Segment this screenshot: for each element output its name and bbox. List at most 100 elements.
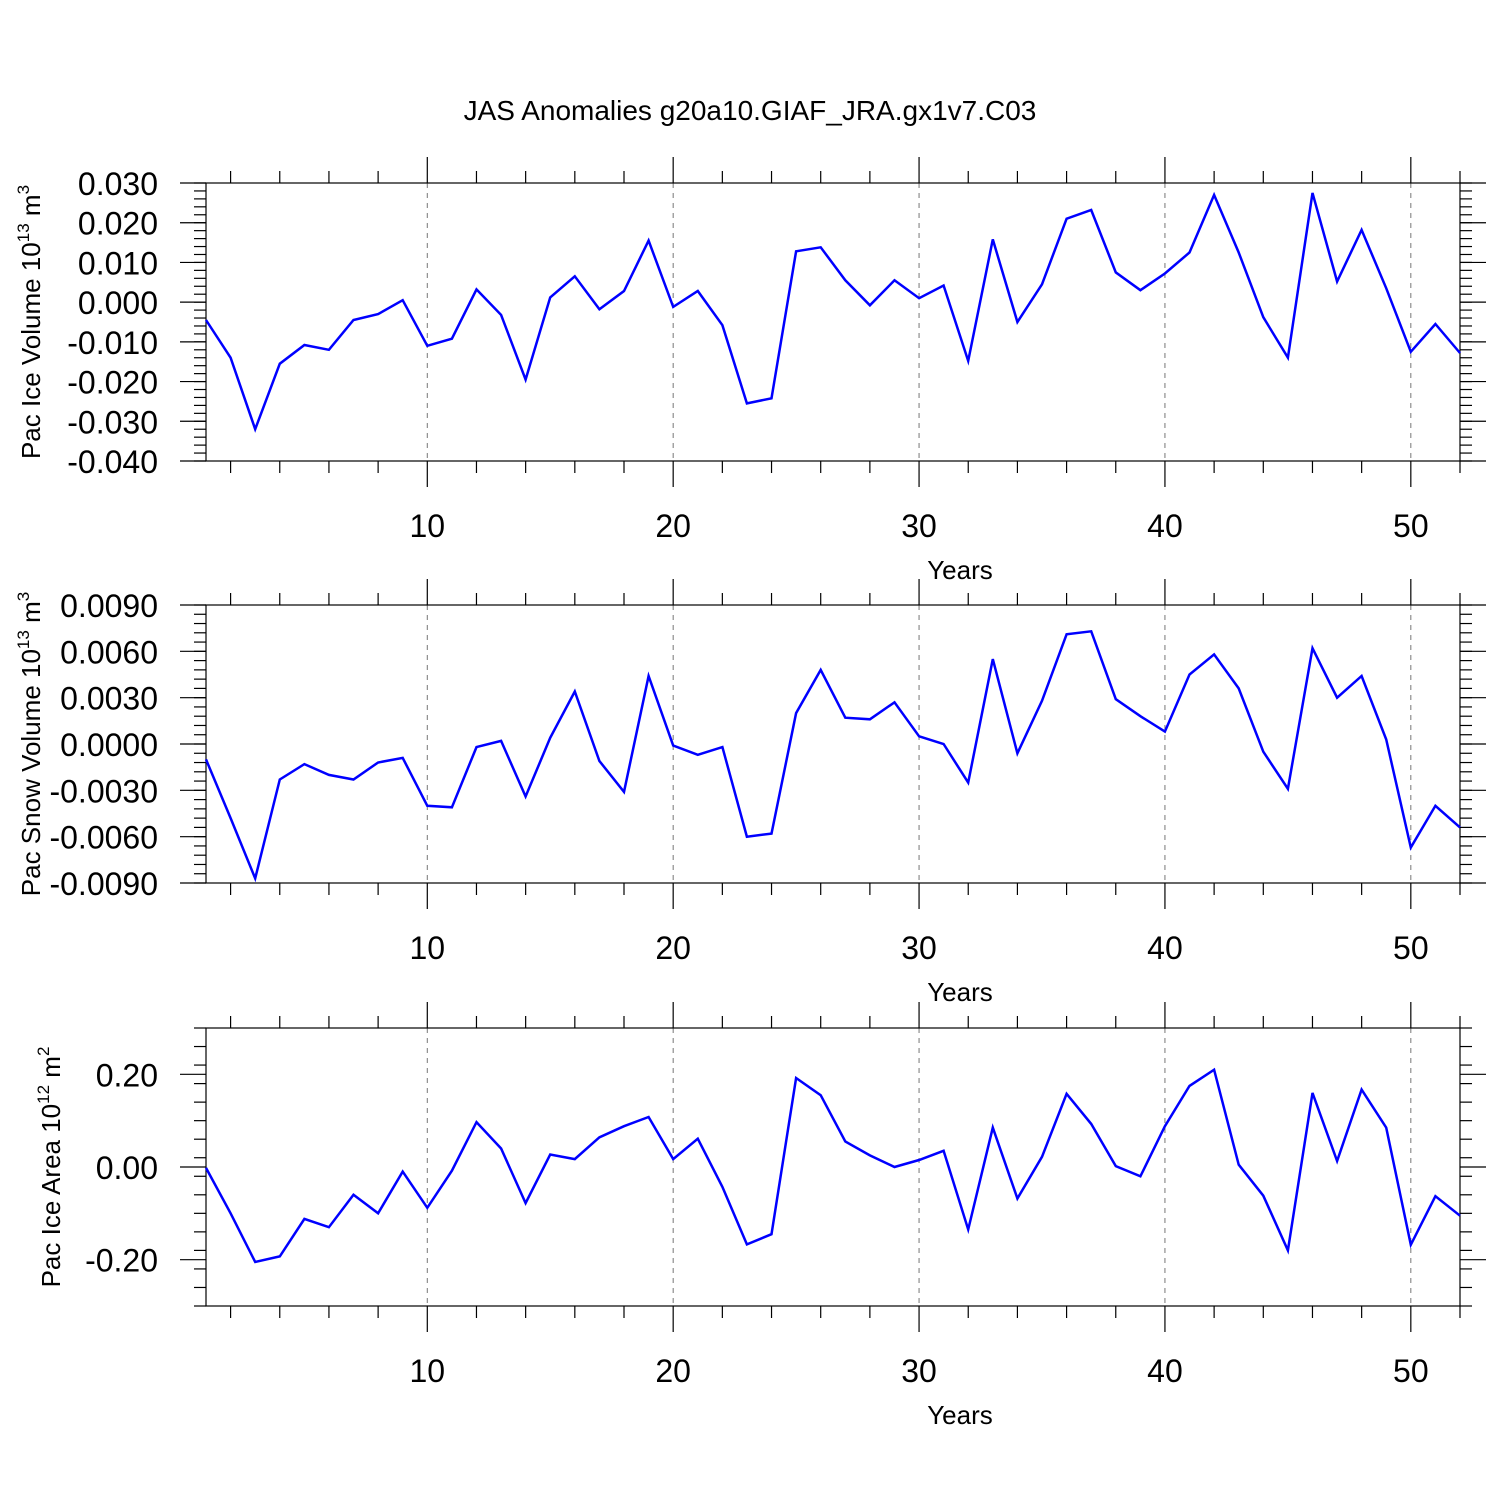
y-axis-title-main: Pac Snow Volume 10 bbox=[16, 649, 46, 896]
data-point bbox=[991, 657, 995, 661]
data-point bbox=[450, 337, 454, 341]
data-point bbox=[1089, 1122, 1093, 1126]
data-point bbox=[942, 742, 946, 746]
y-tick-label: 0.030 bbox=[78, 166, 158, 202]
y-tick-label: 0.0000 bbox=[60, 727, 158, 763]
data-point bbox=[597, 759, 601, 763]
data-point bbox=[1433, 804, 1437, 808]
y-axis-title-unit: m bbox=[16, 194, 46, 223]
data-point bbox=[819, 245, 823, 249]
y-tick-label: -0.0090 bbox=[49, 866, 158, 902]
data-point bbox=[524, 378, 528, 382]
data-point bbox=[597, 1135, 601, 1139]
y-tick-label: -0.010 bbox=[67, 325, 158, 361]
data-point bbox=[352, 778, 356, 782]
x-tick-label: 40 bbox=[1147, 930, 1183, 966]
x-tick-label: 30 bbox=[901, 1353, 937, 1389]
data-point bbox=[745, 401, 749, 405]
data-point bbox=[868, 717, 872, 721]
data-point bbox=[671, 305, 675, 309]
data-point bbox=[1089, 629, 1093, 633]
x-tick-label: 20 bbox=[655, 1353, 691, 1389]
data-point bbox=[352, 1193, 356, 1197]
data-point bbox=[499, 1146, 503, 1150]
data-point bbox=[720, 1185, 724, 1189]
data-point bbox=[376, 761, 380, 765]
y-tick-label: 0.000 bbox=[78, 285, 158, 321]
data-point bbox=[1138, 1174, 1142, 1178]
y-tick-label: 0.0030 bbox=[60, 681, 158, 717]
x-tick-label: 10 bbox=[409, 930, 445, 966]
data-point bbox=[917, 1158, 921, 1162]
data-point bbox=[1138, 714, 1142, 718]
y-tick-label: -0.030 bbox=[67, 404, 158, 440]
chart-title: JAS Anomalies g20a10.GIAF_JRA.gx1v7.C03 bbox=[464, 95, 1037, 126]
data-point bbox=[278, 1254, 282, 1258]
data-point bbox=[770, 832, 774, 836]
y-tick-label: 0.20 bbox=[96, 1057, 158, 1093]
data-point bbox=[474, 745, 478, 749]
data-point bbox=[1188, 1084, 1192, 1088]
x-tick-label: 10 bbox=[409, 1353, 445, 1389]
data-point bbox=[1310, 191, 1314, 195]
y-axis-title-exponent: 13 bbox=[14, 223, 33, 242]
y-tick-label: -0.0030 bbox=[49, 773, 158, 809]
series-line bbox=[204, 191, 1461, 433]
data-point bbox=[917, 296, 921, 300]
data-point bbox=[1261, 315, 1265, 319]
data-point bbox=[966, 781, 970, 785]
panel-pac-ice-volume: 10 20 30 40 50 -0.040 -0.030-0.020 -0.010 0.000 0… bbox=[14, 157, 1486, 585]
data-point bbox=[1015, 320, 1019, 324]
data-point bbox=[278, 362, 282, 366]
y-axis-title-unit-exponent: 2 bbox=[34, 1047, 53, 1056]
data-point bbox=[376, 312, 380, 316]
data-point bbox=[966, 1228, 970, 1232]
x-tick-label: 50 bbox=[1393, 1353, 1429, 1389]
data-point bbox=[499, 739, 503, 743]
data-point bbox=[1310, 646, 1314, 650]
data-point bbox=[1114, 270, 1118, 274]
y-tick-label: 0.0060 bbox=[60, 634, 158, 670]
y-axis-title: Pac Snow Volume 1013 m3 bbox=[14, 592, 46, 896]
x-axis-title: Years bbox=[927, 1400, 993, 1430]
data-point bbox=[1114, 697, 1118, 701]
data-point bbox=[1286, 356, 1290, 360]
data-point bbox=[401, 1170, 405, 1174]
data-point bbox=[1065, 1092, 1069, 1096]
data-point bbox=[892, 278, 896, 282]
data-point bbox=[991, 1126, 995, 1130]
data-point bbox=[1360, 674, 1364, 678]
plot-frame bbox=[205, 1027, 1461, 1307]
x-axis-title: Years bbox=[927, 555, 993, 585]
data-point bbox=[474, 287, 478, 291]
data-point bbox=[425, 1206, 429, 1210]
data-point bbox=[1409, 350, 1413, 354]
data-point bbox=[622, 790, 626, 794]
data-point bbox=[352, 318, 356, 322]
data-point bbox=[1433, 1194, 1437, 1198]
plot-frame bbox=[205, 604, 1461, 884]
data-point bbox=[720, 745, 724, 749]
data-point bbox=[1360, 1088, 1364, 1092]
data-point bbox=[647, 239, 651, 243]
data-point bbox=[253, 876, 257, 880]
x-tick-label: 30 bbox=[901, 508, 937, 544]
x-axis-title: Years bbox=[927, 977, 993, 1007]
y-tick-label: 0.0090 bbox=[60, 588, 158, 624]
data-point bbox=[1163, 272, 1167, 276]
data-point bbox=[1409, 1243, 1413, 1247]
y-tick-label: 0.020 bbox=[78, 206, 158, 242]
y-axis-title-unit-exponent: 3 bbox=[14, 185, 33, 194]
data-point bbox=[1212, 652, 1216, 656]
data-point bbox=[770, 1232, 774, 1236]
x-tick-label: 50 bbox=[1393, 508, 1429, 544]
data-point bbox=[425, 344, 429, 348]
data-point bbox=[1163, 730, 1167, 734]
x-tick-label: 20 bbox=[655, 508, 691, 544]
data-point bbox=[1040, 282, 1044, 286]
data-point bbox=[770, 396, 774, 400]
data-point bbox=[401, 298, 405, 302]
data-point bbox=[253, 1260, 257, 1264]
data-point bbox=[892, 1165, 896, 1169]
